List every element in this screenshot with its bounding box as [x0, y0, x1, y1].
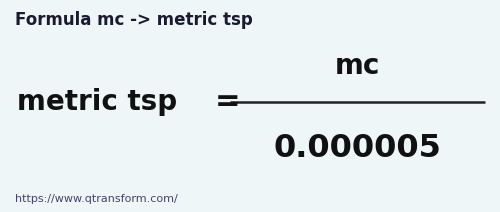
Text: https://www.qtransform.com/: https://www.qtransform.com/ — [15, 194, 178, 204]
Text: =: = — [214, 87, 240, 116]
Text: mc: mc — [335, 52, 380, 80]
Text: Formula mc -> metric tsp: Formula mc -> metric tsp — [15, 11, 253, 29]
Text: metric tsp: metric tsp — [18, 88, 177, 116]
Text: 0.000005: 0.000005 — [274, 133, 442, 164]
